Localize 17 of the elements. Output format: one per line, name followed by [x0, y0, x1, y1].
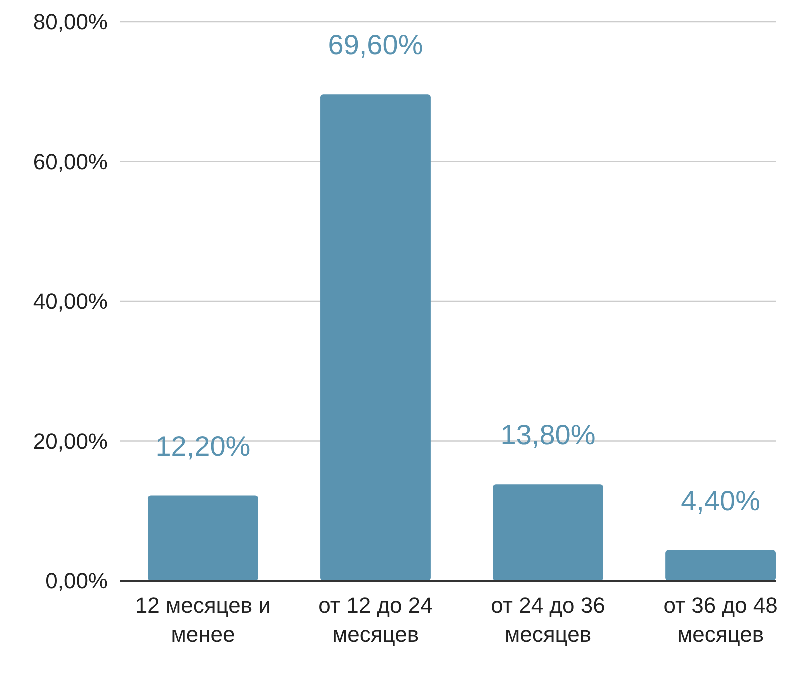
x-tick-label: 12 месяцев и менее: [135, 593, 271, 647]
y-tick-label: 60,00%: [33, 149, 108, 174]
bar: [666, 550, 776, 581]
data-label: 69,60%: [328, 30, 424, 61]
x-tick-label: от 36 до 48 месяцев: [664, 593, 778, 647]
bar: [493, 484, 604, 581]
x-tick-label: от 24 до 36 месяцев: [491, 593, 606, 647]
y-tick-label: 40,00%: [33, 289, 108, 314]
bar: [148, 496, 258, 581]
data-label: 12,20%: [156, 430, 251, 462]
bar: [320, 94, 431, 581]
data-label: 4,40%: [681, 485, 760, 516]
x-tick-label: от 12 до 24 месяцев: [318, 593, 433, 647]
data-label: 13,80%: [500, 420, 596, 451]
y-tick-label: 0,00%: [46, 568, 108, 594]
y-tick-label: 20,00%: [33, 428, 108, 454]
y-tick-label: 80,00%: [33, 10, 108, 35]
